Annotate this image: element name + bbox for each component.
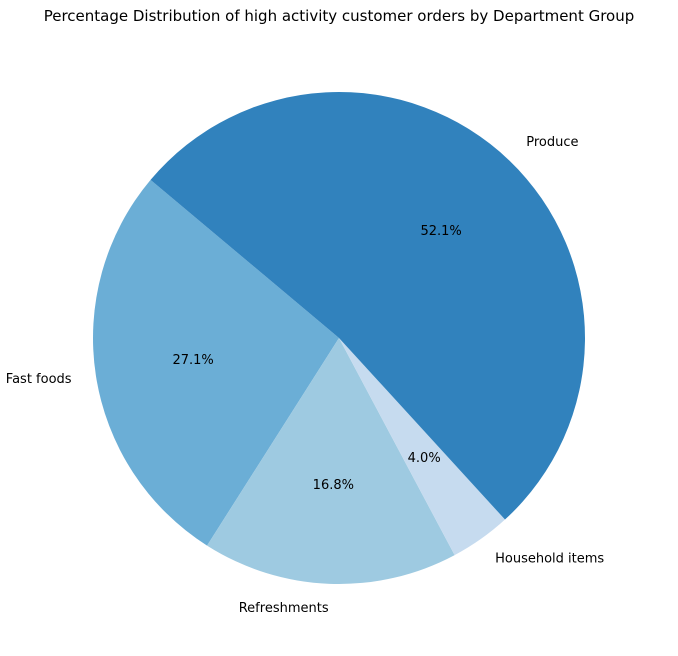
slice-label-household-items: Household items	[495, 552, 604, 567]
pie-slice-household-items	[339, 338, 506, 556]
percent-label-refreshments: 16.8%	[313, 478, 354, 493]
slice-label-fast-foods: Fast foods	[6, 372, 72, 387]
pie-labels: Fast foods 27.1% Refreshments 16.8% Househol…	[6, 135, 605, 616]
percent-label-household-items: 4.0%	[408, 451, 441, 466]
percent-label-produce: 52.1%	[420, 224, 461, 239]
percent-label-fast-foods: 27.1%	[172, 353, 213, 368]
pie-slice-produce	[150, 92, 585, 520]
pie-slice-refreshments	[207, 338, 455, 584]
chart-title: Percentage Distribution of high activity…	[44, 7, 635, 25]
pie-slice-fast-foods	[92, 179, 339, 546]
pie-slices	[92, 92, 585, 584]
slice-label-produce: Produce	[526, 135, 578, 150]
slice-label-refreshments: Refreshments	[239, 601, 329, 616]
